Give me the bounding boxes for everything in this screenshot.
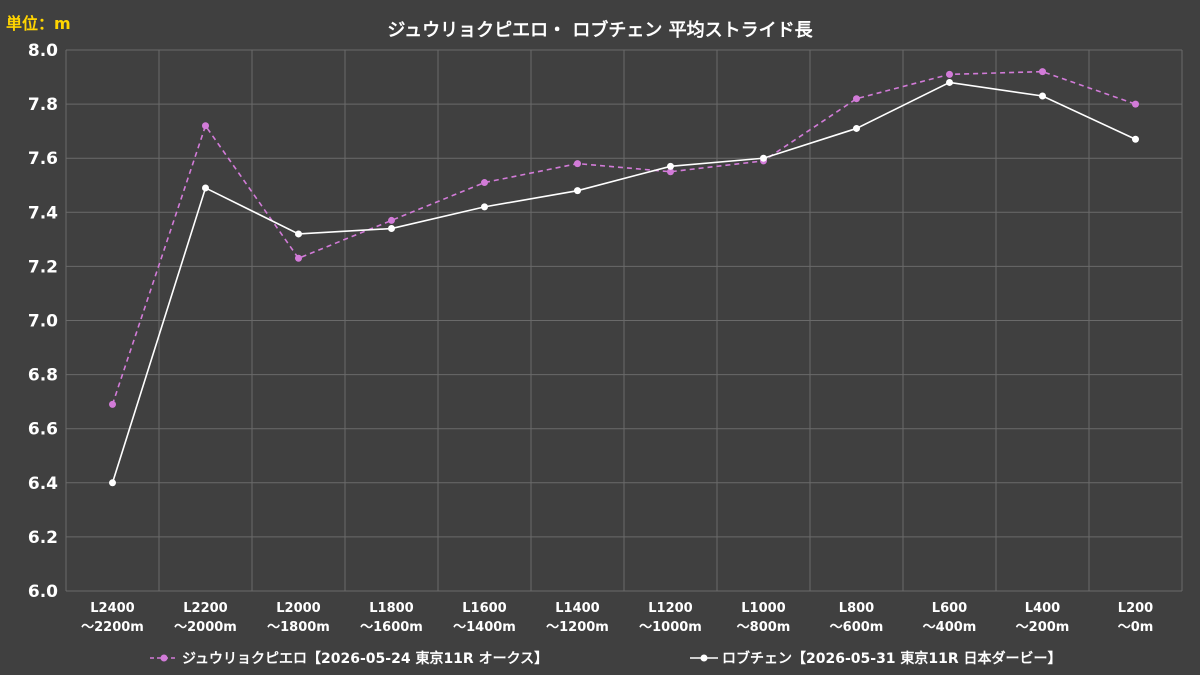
legend-item-series-1[interactable]: ジュウリョクピエロ【2026-05-24 東京11R オークス】	[150, 648, 548, 668]
unit-label: 単位：m	[6, 14, 71, 33]
data-point[interactable]	[1132, 100, 1139, 108]
x-tick-label: L1000 ～800m	[737, 601, 791, 635]
y-tick-label: 7.8	[28, 95, 58, 115]
y-tick-label: 7.4	[28, 203, 58, 223]
data-point[interactable]	[1039, 68, 1046, 76]
x-axis-ticks: L2400 ～2200m L2200 ～2000m L2000 ～1800m L1800 ～1…	[81, 601, 1153, 635]
data-point[interactable]	[946, 70, 953, 78]
legend-item-series-2[interactable]: ロブチェン【2026-05-31 東京11R 日本ダービー】	[690, 648, 1062, 668]
x-tick-label: L1200 ～1000m	[639, 601, 702, 635]
data-point[interactable]	[202, 184, 209, 192]
legend-swatch-series-2	[690, 654, 718, 662]
data-point[interactable]	[853, 95, 860, 103]
series-line	[111, 70, 1136, 405]
data-point[interactable]	[667, 162, 674, 170]
data-point[interactable]	[1039, 92, 1046, 100]
x-tick-label: L600 ～400m	[923, 601, 977, 635]
grid	[65, 49, 1183, 592]
y-axis-ticks: 6.0 6.2 6.4 6.6 6.8 7.0 7.2 7.4 7.6 7.8 8.0	[28, 41, 58, 602]
data-point[interactable]	[1132, 135, 1139, 143]
data-point[interactable]	[574, 187, 581, 195]
y-tick-label: 6.0	[28, 582, 58, 602]
y-tick-label: 7.2	[28, 257, 58, 277]
y-tick-label: 8.0	[28, 41, 58, 61]
x-tick-label: L1400 ～1200m	[546, 601, 609, 635]
y-tick-label: 6.6	[28, 420, 58, 440]
data-point[interactable]	[481, 203, 488, 211]
data-point[interactable]	[109, 400, 116, 408]
series-line	[111, 81, 1136, 484]
y-tick-label: 6.8	[28, 366, 58, 386]
data-point[interactable]	[109, 479, 116, 487]
data-point[interactable]	[388, 225, 395, 233]
x-tick-label: L1600 ～1400m	[453, 601, 516, 635]
x-tick-label: L800 ～600m	[830, 601, 884, 635]
data-point[interactable]	[760, 154, 767, 162]
series-1	[109, 68, 1139, 408]
y-tick-label: 7.0	[28, 312, 58, 332]
x-tick-label: L2000 ～1800m	[267, 601, 330, 635]
series-group	[109, 68, 1139, 487]
legend: ジュウリョクピエロ【2026-05-24 東京11R オークス】 ロブチェン【2…	[0, 648, 1200, 670]
data-point[interactable]	[853, 124, 860, 132]
x-tick-label: L200 ～0m	[1118, 601, 1154, 635]
legend-label-series-2: ロブチェン【2026-05-31 東京11R 日本ダービー】	[722, 651, 1062, 667]
legend-label-series-1: ジュウリョクピエロ【2026-05-24 東京11R オークス】	[182, 651, 549, 667]
series-2	[109, 78, 1139, 487]
chart-title: ジュウリョクピエロ・ ロブチェン 平均ストライド長	[387, 20, 813, 41]
data-point[interactable]	[295, 230, 302, 238]
x-tick-label: L400 ～200m	[1016, 601, 1070, 635]
data-point[interactable]	[388, 216, 395, 224]
x-tick-label: L1800 ～1600m	[360, 601, 423, 635]
data-point[interactable]	[481, 179, 488, 187]
data-point[interactable]	[202, 122, 209, 130]
y-tick-label: 6.2	[28, 528, 58, 548]
legend-swatch-series-1	[150, 654, 178, 662]
x-tick-label: L2200 ～2000m	[174, 601, 237, 635]
x-tick-label: L2400 ～2200m	[81, 601, 144, 635]
y-tick-label: 6.4	[28, 474, 58, 494]
data-point[interactable]	[667, 168, 674, 176]
y-tick-label: 7.6	[28, 149, 58, 169]
data-point[interactable]	[574, 160, 581, 168]
data-point[interactable]	[295, 254, 302, 262]
data-point[interactable]	[946, 78, 953, 86]
